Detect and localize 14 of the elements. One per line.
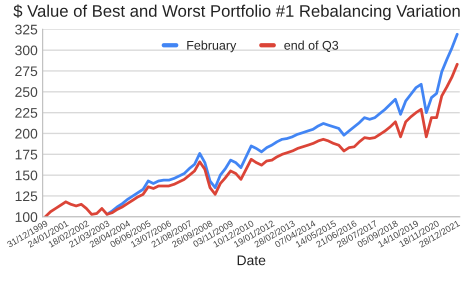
y-tick-label: 325: [15, 24, 38, 34]
x-axis-title: Date: [238, 256, 266, 266]
y-tick-label: 100: [16, 212, 38, 222]
y-tick-label: 175: [16, 150, 38, 160]
y-tick-label: 275: [15, 66, 38, 76]
chart-title: $ Value of Best and Worst Portfolio #1 Rebalancing Variation: [13, 4, 460, 20]
legend-label: end of Q3: [284, 40, 338, 52]
y-tick-label: 300: [15, 45, 38, 56]
y-tick-label: 200: [15, 128, 38, 139]
y-tick-label: 250: [15, 87, 38, 97]
y-tick-label: 150: [16, 170, 38, 180]
y-tick-label: 225: [15, 108, 38, 118]
y-tick-label: 125: [16, 191, 38, 202]
legend-label: February: [187, 40, 236, 52]
